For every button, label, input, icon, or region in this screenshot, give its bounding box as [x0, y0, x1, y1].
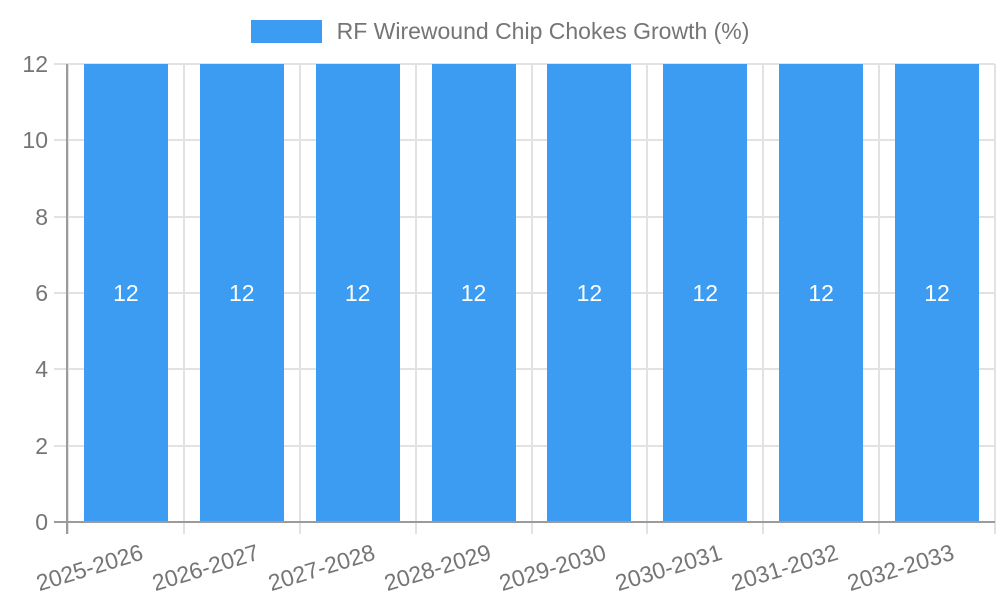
x-axis-tick-label: 2028-2029: [380, 538, 494, 596]
y-gridline: [54, 215, 995, 218]
x-gridline: [182, 64, 185, 522]
bar[interactable]: [199, 64, 284, 522]
x-axis-tick: [67, 522, 69, 534]
x-axis-tick: [878, 522, 881, 534]
x-axis-tick: [298, 522, 301, 534]
bar[interactable]: [83, 64, 168, 522]
x-axis-tick-label: 2031-2032: [728, 538, 842, 596]
y-gridline: [54, 444, 995, 447]
y-axis-tick-label: 4: [35, 356, 48, 383]
bar[interactable]: [547, 64, 632, 522]
legend-swatch-icon: [250, 20, 322, 43]
y-axis-tick-label: 10: [22, 127, 48, 154]
x-axis-tick-label: 2032-2033: [844, 538, 957, 596]
x-axis-tick: [182, 522, 185, 534]
y-gridline: [54, 139, 995, 142]
y-axis-tick-label: 6: [35, 280, 48, 306]
x-gridline: [646, 64, 649, 522]
x-axis-tick-label: 2027-2028: [264, 538, 378, 596]
x-gridline: [414, 64, 417, 522]
y-axis-line: [66, 64, 68, 534]
y-axis-tick-label: 0: [35, 509, 48, 535]
bar-value-label: 12: [692, 280, 719, 306]
x-axis-tick: [414, 522, 417, 534]
bar[interactable]: [895, 64, 980, 522]
bar-value-label: 12: [924, 280, 950, 306]
bar-value-label: 12: [344, 280, 371, 306]
bar[interactable]: [315, 64, 400, 522]
chart-legend: RF Wirewound Chip Chokes Growth (%): [0, 18, 1000, 45]
bar[interactable]: [431, 64, 516, 522]
legend-label: RF Wirewound Chip Chokes Growth (%): [336, 18, 750, 44]
x-axis-tick-label: 2025-2026: [33, 538, 146, 596]
x-gridline: [530, 64, 533, 522]
y-axis-tick-label: 8: [35, 203, 48, 230]
x-gridline: [994, 64, 996, 522]
x-gridline: [67, 64, 69, 522]
bar[interactable]: [779, 64, 864, 522]
bar-value-label: 12: [113, 280, 139, 306]
x-axis-tick: [646, 522, 649, 534]
y-axis-tick-label: 2: [35, 432, 48, 459]
x-axis-tick-label: 2026-2027: [148, 538, 262, 596]
x-gridline: [762, 64, 765, 522]
y-gridline: [54, 63, 995, 65]
x-gridline: [878, 64, 881, 522]
y-gridline: [54, 292, 995, 294]
legend-item[interactable]: RF Wirewound Chip Chokes Growth (%): [250, 18, 750, 45]
y-axis-tick-label: 12: [22, 51, 48, 77]
x-axis-tick: [994, 522, 996, 534]
x-axis-tick: [762, 522, 765, 534]
bar-value-label: 12: [576, 280, 603, 306]
bar-value-label: 12: [808, 280, 834, 306]
x-axis-tick-label: 2030-2031: [612, 538, 726, 596]
x-axis-line: [54, 521, 995, 523]
x-gridline: [298, 64, 301, 522]
bar-value-label: 12: [229, 280, 255, 306]
x-axis-tick-label: 2029-2030: [496, 538, 610, 596]
y-gridline: [54, 368, 995, 371]
bar[interactable]: [663, 64, 748, 522]
x-axis-tick: [530, 522, 533, 534]
bar-value-label: 12: [460, 280, 487, 306]
